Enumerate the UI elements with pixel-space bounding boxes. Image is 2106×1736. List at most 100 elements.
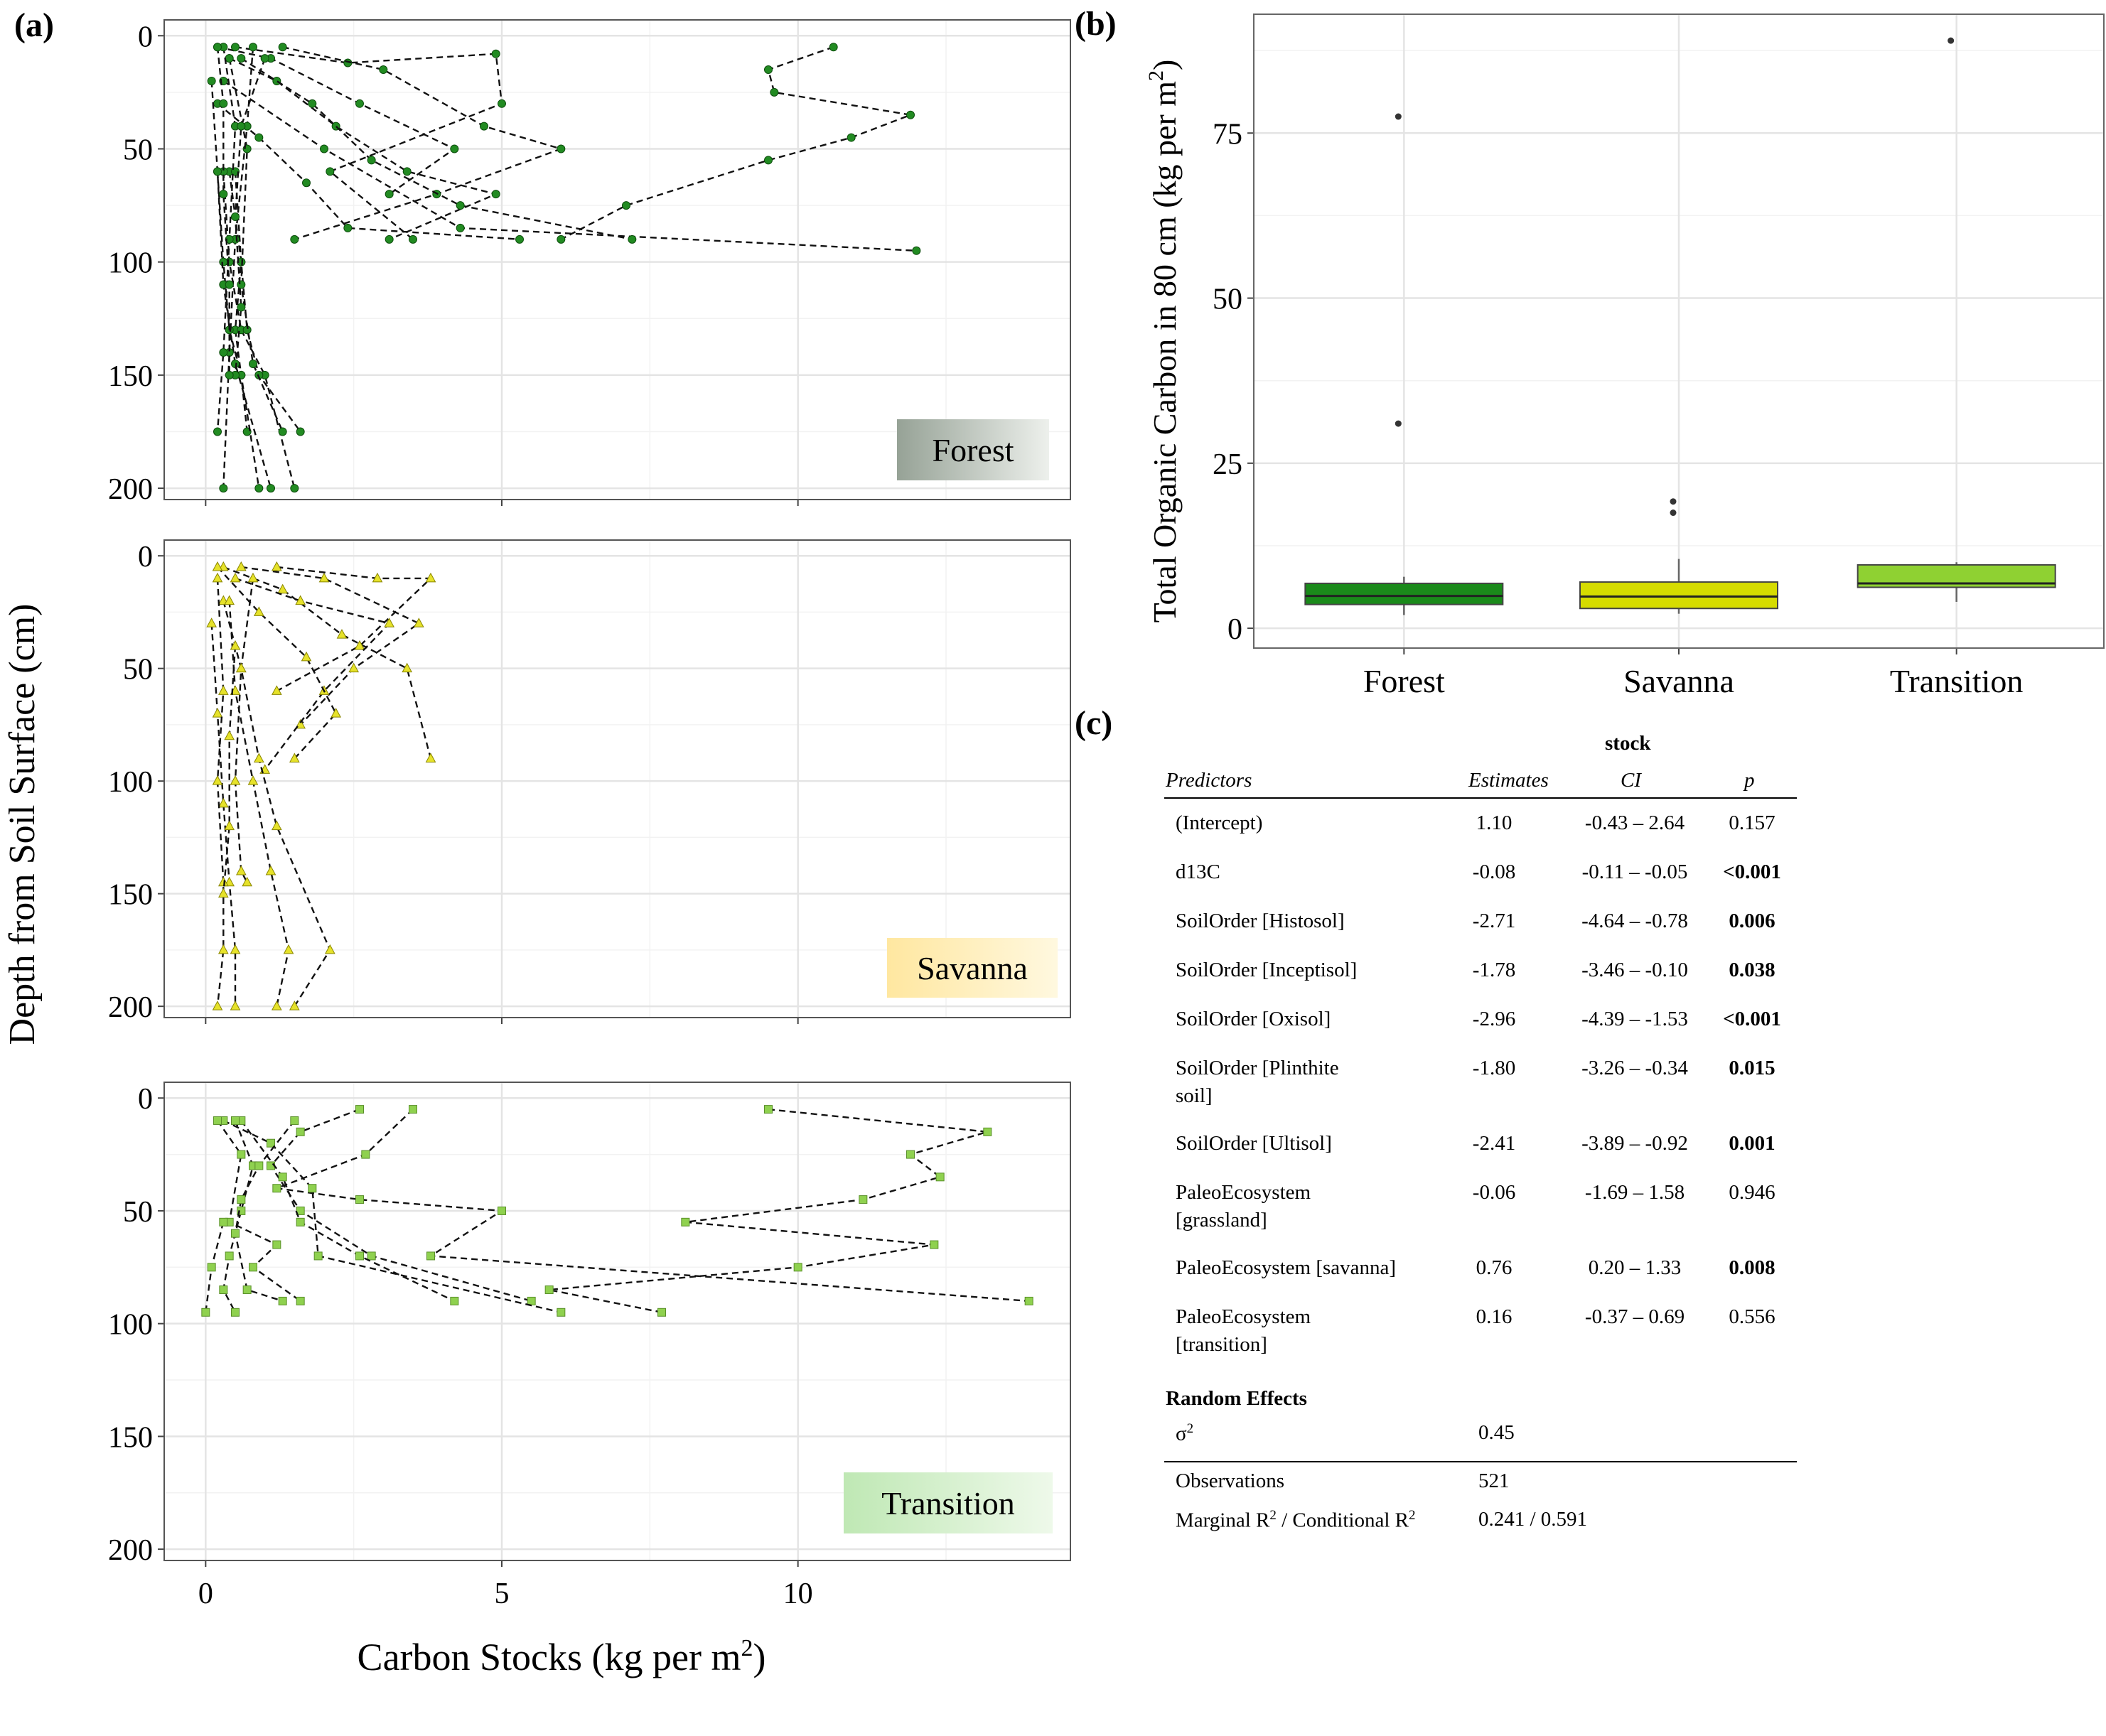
data-point — [450, 1296, 459, 1305]
tick-label-y: 200 — [108, 1534, 153, 1567]
data-point — [498, 99, 506, 108]
data-point — [247, 572, 259, 583]
outlier-point — [1670, 510, 1677, 517]
data-point — [283, 944, 294, 954]
table-dependent-var: stock — [1605, 732, 1651, 755]
data-point — [367, 156, 376, 165]
data-point — [515, 234, 524, 244]
data-point — [326, 167, 335, 176]
facet-label: Savanna — [917, 950, 1028, 986]
data-point — [1024, 1296, 1033, 1305]
tick-label-y: 150 — [108, 360, 153, 393]
data-point — [295, 595, 306, 605]
data-point — [265, 865, 276, 875]
facet-savanna: 0 50 100 150 200 Savanna — [108, 539, 1071, 1024]
data-point — [237, 122, 246, 131]
series-line — [560, 46, 914, 240]
series-line — [216, 47, 230, 375]
data-point — [793, 1263, 802, 1272]
data-point — [402, 167, 412, 176]
data-point — [230, 944, 241, 954]
tick-label-y: 50 — [123, 134, 153, 166]
data-point — [254, 133, 264, 142]
data-point — [450, 144, 459, 153]
predictor-name: SoilOrder [Inceptisol] — [1176, 959, 1358, 981]
data-point — [331, 708, 342, 718]
data-point — [355, 1195, 364, 1204]
series-line — [210, 623, 237, 1007]
plot-border-b — [1253, 14, 2105, 649]
data-point — [290, 484, 299, 493]
data-point — [348, 662, 360, 673]
data-point — [770, 87, 779, 97]
plot-border — [163, 1082, 1071, 1561]
data-point — [219, 257, 228, 266]
data-point — [278, 1172, 287, 1182]
x-axis-title-a: Carbon Stocks (kg per m2) — [358, 1635, 766, 1678]
data-point — [527, 1296, 536, 1305]
data-point — [277, 583, 289, 594]
data-point — [235, 865, 247, 875]
category-label-savanna: Savanna — [1623, 663, 1734, 699]
tick-label-y: 100 — [108, 247, 153, 280]
data-point — [847, 133, 856, 142]
series-line — [217, 1120, 301, 1302]
box-savanna — [1579, 581, 1778, 610]
estimate-value: -0.06 — [1472, 1181, 1516, 1204]
data-point — [379, 65, 388, 75]
data-point — [296, 1296, 305, 1305]
r2-label: Marginal R2 / Conditional R2 — [1176, 1508, 1416, 1532]
facet-transition: 0 50 100 150 200 0 5 10 Transition — [108, 1082, 1071, 1610]
data-point — [557, 234, 566, 244]
outlier-point — [1947, 37, 1955, 44]
data-point — [367, 1251, 376, 1261]
predictor-name: d13C — [1176, 861, 1220, 883]
data-point — [425, 572, 436, 583]
data-point — [385, 234, 394, 244]
data-point — [254, 484, 264, 493]
data-point — [237, 1206, 246, 1215]
data-point — [230, 775, 241, 785]
outlier-point — [1395, 113, 1402, 120]
data-point — [260, 54, 269, 63]
data-point — [272, 1240, 281, 1249]
panel-label-a: (a) — [14, 6, 54, 44]
observations-value: 521 — [1478, 1470, 1510, 1492]
data-point — [213, 43, 222, 52]
data-point — [313, 1251, 323, 1261]
predictor-name: SoilOrder [Oxisol] — [1176, 1008, 1331, 1030]
data-point — [225, 1251, 234, 1261]
ci-value: 0.20 – 1.33 — [1588, 1256, 1682, 1279]
data-point — [219, 99, 228, 108]
facet-label-box — [887, 938, 1058, 998]
header-estimates: Estimates — [1468, 769, 1549, 792]
data-point — [302, 178, 311, 188]
data-point — [217, 797, 229, 808]
data-point — [308, 99, 317, 108]
sigma-label: σ2 — [1176, 1421, 1194, 1445]
data-point — [308, 1184, 317, 1193]
data-point — [278, 43, 287, 52]
estimate-value: -1.78 — [1472, 959, 1516, 981]
data-point — [413, 618, 424, 627]
data-point — [829, 43, 838, 52]
tick-label-y: 50 — [123, 654, 153, 686]
data-point — [206, 618, 217, 627]
data-point — [207, 76, 216, 85]
data-point — [217, 888, 229, 898]
p-value: 0.556 — [1729, 1305, 1775, 1328]
table-footer-rule — [1164, 1461, 1797, 1462]
data-point — [355, 1251, 364, 1261]
data-point — [207, 1263, 216, 1272]
tick-label-y: 0 — [1227, 613, 1242, 646]
tick-label-x: 10 — [783, 1578, 813, 1610]
estimate-value: -2.96 — [1472, 1008, 1516, 1030]
ci-value: -4.39 – -1.53 — [1581, 1008, 1688, 1030]
data-point — [355, 99, 364, 108]
data-point — [253, 753, 264, 762]
data-point — [318, 572, 330, 583]
tick-label-y: 50 — [1213, 284, 1242, 316]
plot-border — [163, 539, 1071, 1018]
ci-value: -0.37 – 0.69 — [1584, 1305, 1685, 1328]
estimate-value: -2.71 — [1472, 910, 1516, 932]
